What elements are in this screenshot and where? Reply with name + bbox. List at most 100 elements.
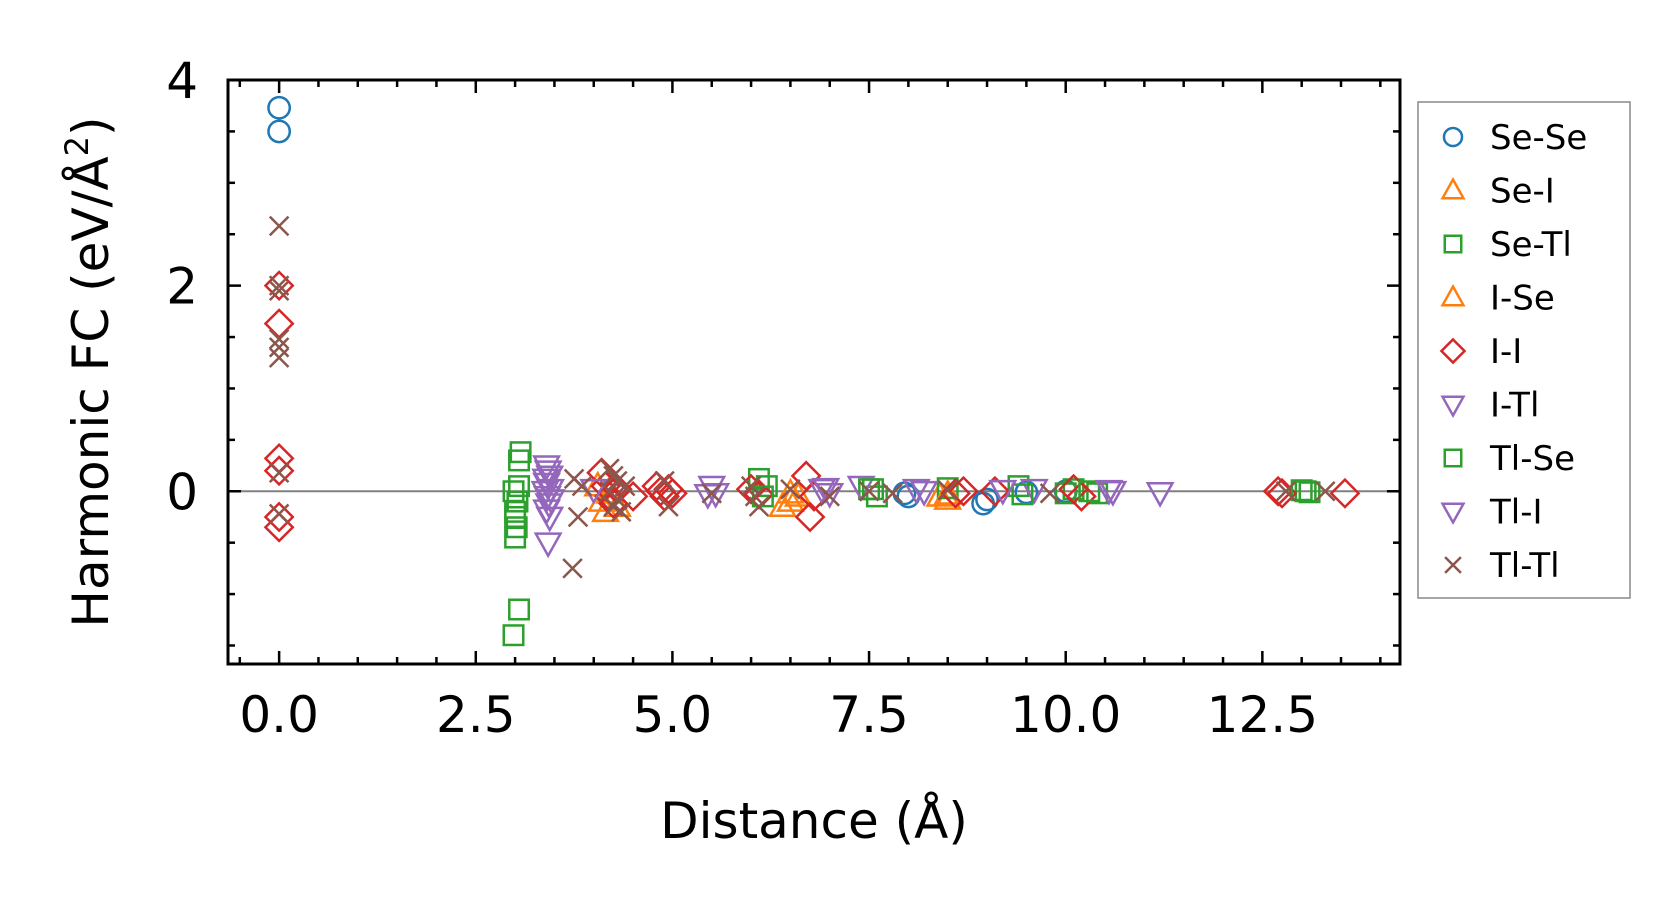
data-point <box>1145 481 1175 508</box>
data-point <box>1062 478 1085 501</box>
data-point <box>267 95 292 120</box>
legend-label: Tl-Se <box>1489 439 1575 479</box>
tick-labels-layer: 0.0 2.5 5.0 7.5 10.0 12.5 0 2 4 <box>166 52 1318 744</box>
data-point <box>268 275 290 296</box>
data-point <box>614 475 636 497</box>
data-point <box>1007 475 1030 498</box>
data-point <box>751 485 774 508</box>
series-se-tl <box>502 441 1321 647</box>
data-point <box>268 215 290 237</box>
x-tick-label: 2.5 <box>436 686 516 744</box>
x-tick-label: 10.0 <box>1010 686 1121 744</box>
data-point <box>267 119 292 144</box>
data-point <box>1039 483 1061 504</box>
legend-marker <box>1440 176 1466 200</box>
data-point <box>1262 475 1294 507</box>
data-point <box>865 485 888 508</box>
data-point <box>988 479 1018 506</box>
data-point <box>1315 481 1336 502</box>
data-points-layer <box>263 95 1361 647</box>
data-point <box>509 441 532 464</box>
data-point <box>268 328 290 350</box>
data-point <box>948 475 979 507</box>
data-point <box>1066 480 1097 512</box>
ticks-layer <box>228 78 1400 664</box>
data-point <box>748 496 770 517</box>
data-point <box>571 475 593 497</box>
x-axis-label: Distance (Å) <box>660 792 968 850</box>
legend-label: Se-I <box>1490 172 1555 212</box>
data-point <box>536 489 566 516</box>
legend-marker <box>1444 556 1462 574</box>
data-point <box>811 477 841 504</box>
data-point <box>502 480 525 503</box>
data-point <box>1078 480 1101 503</box>
data-point <box>531 468 561 495</box>
x-tick-label: 12.5 <box>1207 686 1318 744</box>
data-point <box>1019 478 1049 505</box>
data-point <box>901 478 931 505</box>
legend-label: I-I <box>1490 332 1522 372</box>
series-tl-tl <box>268 215 1336 579</box>
legend-marker <box>1440 502 1466 526</box>
data-point <box>263 308 295 340</box>
data-point <box>508 449 531 472</box>
data-point <box>611 501 632 523</box>
legend-marker <box>1442 126 1464 148</box>
data-point <box>562 558 583 579</box>
data-point <box>794 501 826 533</box>
data-point <box>268 462 290 484</box>
legend-marker <box>1440 283 1466 307</box>
data-point <box>263 270 295 302</box>
data-point <box>858 481 880 502</box>
data-point <box>1011 483 1034 506</box>
y-axis-label: Harmonic FC (eV/Å2) <box>58 116 120 627</box>
data-point <box>701 483 722 504</box>
data-point <box>783 480 813 507</box>
legend-marker <box>1439 337 1467 365</box>
legend-label: Se-Tl <box>1490 225 1572 265</box>
plot-frame <box>226 78 1402 666</box>
x-tick-label: 5.0 <box>633 686 713 744</box>
data-point <box>654 470 675 492</box>
data-point <box>502 624 525 647</box>
y-axis-label-exponent: 2 <box>58 136 96 156</box>
legend-marker <box>1443 234 1463 254</box>
legend-marker <box>1440 395 1466 419</box>
y-axis-label-main: Harmonic FC (eV/Å <box>62 156 120 627</box>
data-point <box>882 483 903 504</box>
data-point <box>775 477 805 504</box>
data-point <box>508 475 531 498</box>
data-point <box>909 480 939 507</box>
legend-label: Tl-Tl <box>1489 546 1560 586</box>
data-point <box>508 598 531 621</box>
legend-label: Se-Se <box>1490 118 1587 158</box>
series-i-i <box>263 270 1361 543</box>
data-point <box>861 478 884 501</box>
data-point <box>263 501 295 533</box>
data-point <box>780 478 801 500</box>
data-point <box>975 487 999 512</box>
data-point <box>735 473 767 505</box>
legend-marker <box>1443 448 1463 468</box>
y-tick-label: 4 <box>166 52 198 110</box>
data-point <box>268 280 290 302</box>
data-point <box>530 480 560 507</box>
legend-label: I-Tl <box>1490 386 1539 426</box>
data-point <box>658 496 679 517</box>
data-point <box>268 503 290 525</box>
legend: Se-Se Se-I Se-Tl I-Se I-I I-Tl Tl-Se Tl-I Tl-Tl <box>1417 101 1631 599</box>
x-tick-label: 7.5 <box>829 686 909 744</box>
data-point <box>775 485 805 512</box>
x-tick-label: 0.0 <box>239 686 319 744</box>
y-axis-label-close: ) <box>62 116 120 136</box>
data-point <box>798 480 830 512</box>
y-tick-label: 2 <box>166 258 198 316</box>
series-tl-se <box>504 475 1313 528</box>
legend-box <box>1417 101 1631 599</box>
data-point <box>567 506 589 528</box>
data-point <box>504 505 527 528</box>
data-point <box>1329 477 1361 509</box>
data-point <box>819 486 840 507</box>
